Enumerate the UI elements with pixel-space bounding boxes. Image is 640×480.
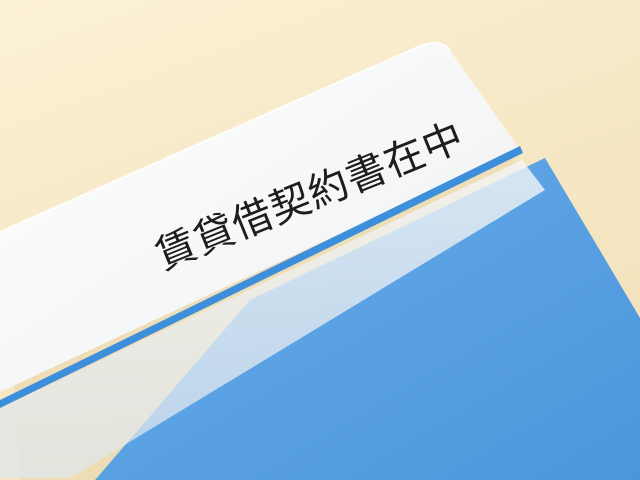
- frosted-band: [0, 160, 545, 478]
- cover-edge-highlight: [0, 41, 451, 233]
- blue-folder: [95, 158, 640, 480]
- cover-stripe: [0, 146, 523, 408]
- clear-file-cover: [0, 42, 520, 393]
